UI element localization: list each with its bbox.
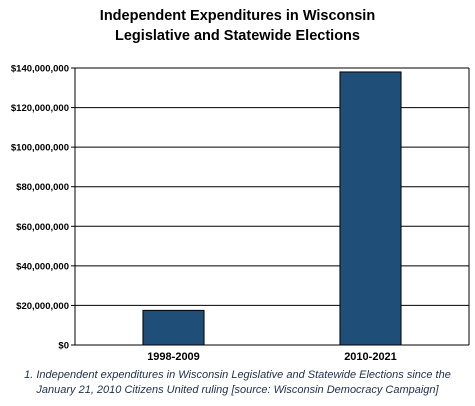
y-tick-label: $140,000,000 (11, 64, 69, 75)
x-category-label: 2010-2021 (344, 351, 397, 363)
y-tick-label: $0 (58, 341, 69, 352)
labels: $0 $20,000,000 $40,000,000 $60,000,000 $80,0… (11, 64, 397, 364)
bar-2010-2021 (339, 71, 402, 346)
y-tick-label: $20,000,000 (16, 301, 69, 312)
bar-1998-2009 (142, 309, 205, 346)
gridlines (75, 67, 469, 306)
y-tick-label: $120,000,000 (11, 103, 69, 114)
y-tick-label: $100,000,000 (11, 143, 69, 154)
x-category-label: 1998-2009 (147, 351, 200, 363)
chart-title-line-2: Legislative and Statewide Elections (115, 28, 360, 44)
chart-title: Independent Expenditures in Wisconsin Le… (0, 6, 475, 46)
chart-title-line-1: Independent Expenditures in Wisconsin (99, 8, 376, 24)
y-tick-label: $40,000,000 (16, 261, 69, 272)
y-tick-label: $60,000,000 (16, 222, 69, 233)
axes (71, 67, 470, 346)
y-tick-label: $80,000,000 (16, 182, 69, 193)
bars (142, 71, 402, 346)
footnote: 1. Independent expenditures in Wisconsin… (24, 369, 451, 396)
